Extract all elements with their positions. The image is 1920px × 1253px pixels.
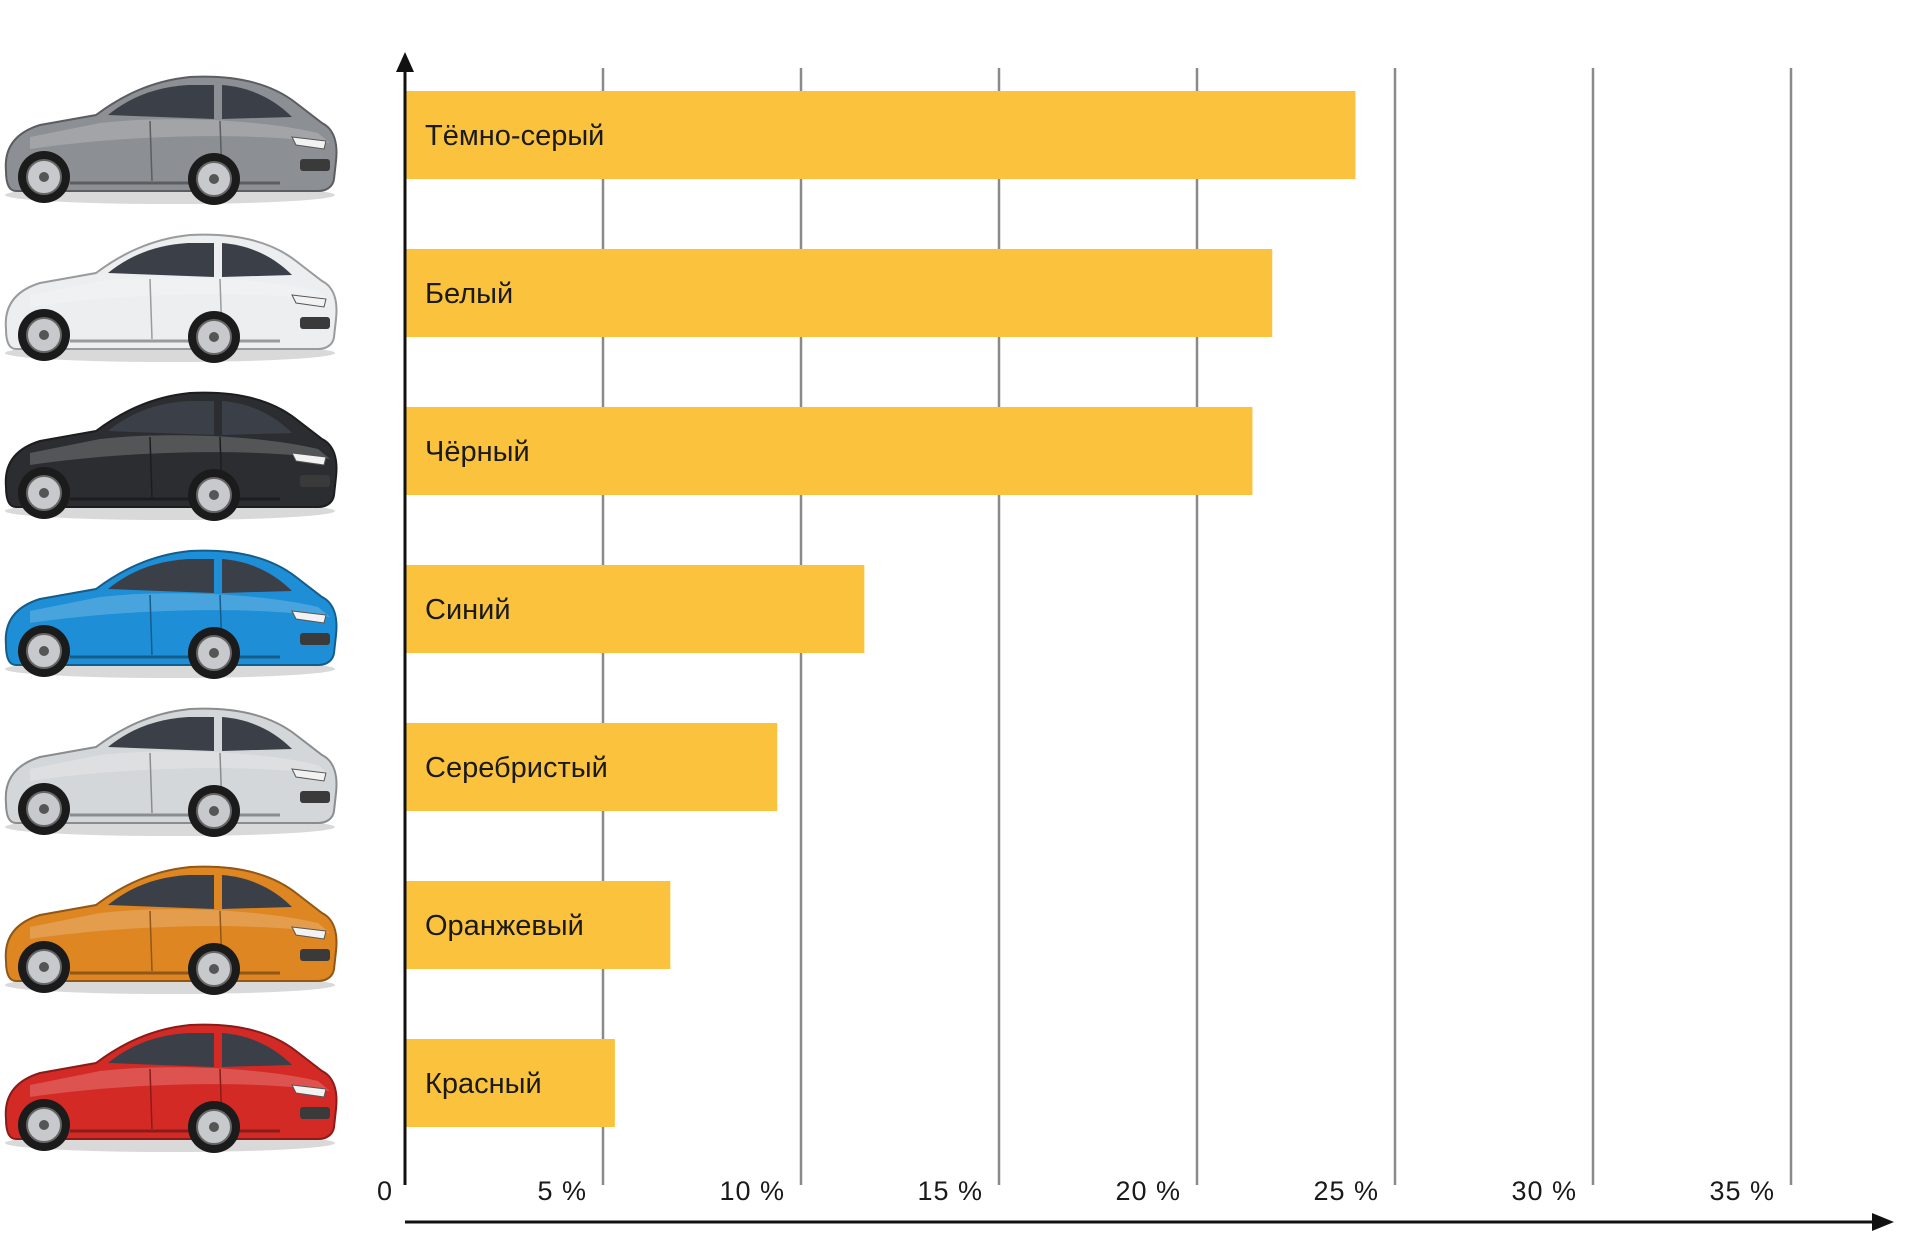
x-tick-label-3: 15 %	[917, 1176, 983, 1206]
bar-label-6: Красный	[425, 1068, 542, 1100]
x-tick-label-2: 10 %	[719, 1176, 785, 1206]
x-tick-label-0: 0	[377, 1176, 393, 1206]
bar-label-4: Серебристый	[425, 752, 608, 784]
car-red-icon	[4, 1023, 338, 1153]
bar-2	[405, 407, 1253, 495]
bar-0	[405, 91, 1356, 179]
bar-label-5: Оранжевый	[425, 910, 584, 942]
bar-4	[405, 723, 778, 811]
x-tick-label-1: 5 %	[537, 1176, 587, 1206]
bar-label-1: Белый	[425, 278, 513, 310]
x-axis-arrow	[1872, 1213, 1894, 1231]
bar-label-0: Тёмно-серый	[425, 120, 604, 152]
x-tick-label-4: 20 %	[1115, 1176, 1181, 1206]
x-tick-label-6: 30 %	[1511, 1176, 1577, 1206]
bar-6	[405, 1039, 615, 1127]
bar-3	[405, 565, 865, 653]
car-blue-icon	[4, 549, 338, 679]
car-orange-icon	[4, 865, 338, 995]
bar-label-2: Чёрный	[425, 436, 530, 468]
car-dark-gray-icon	[4, 75, 338, 205]
x-tick-label-5: 25 %	[1313, 1176, 1379, 1206]
car-white-icon	[4, 233, 338, 363]
bars: Тёмно-серый Белый Чёрный Синий Серебристый Ор…	[405, 91, 1356, 1127]
y-axis-arrow	[396, 52, 414, 72]
x-tick-label-7: 35 %	[1709, 1176, 1775, 1206]
axes	[396, 52, 1894, 1231]
car-silver-icon	[4, 707, 338, 837]
bar-label-3: Синий	[425, 594, 511, 626]
car-black-icon	[4, 391, 338, 521]
x-tick-labels: 0 5 % 10 % 15 % 20 % 25 % 30 % 35 %	[377, 1176, 1775, 1206]
bar-5	[405, 881, 671, 969]
car-icons	[4, 75, 338, 1153]
bar-1	[405, 249, 1273, 337]
